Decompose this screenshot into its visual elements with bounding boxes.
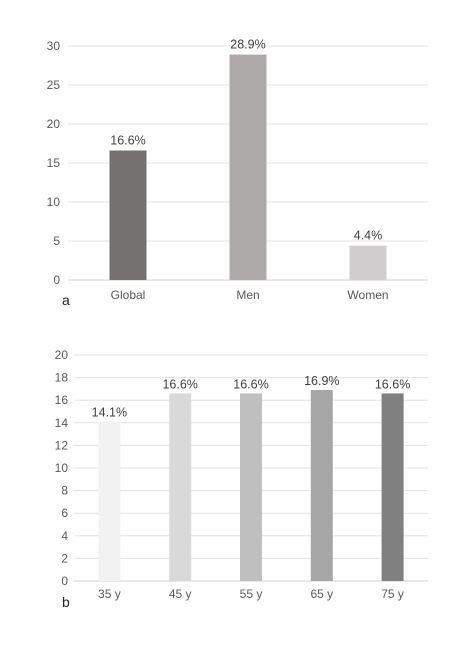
y-tick-label: 16 [55, 393, 69, 407]
bar [381, 393, 404, 581]
bar [109, 150, 147, 280]
x-tick-label: 45 y [169, 587, 192, 601]
y-tick-label: 25 [47, 78, 61, 92]
y-tick-label: 8 [61, 484, 68, 498]
y-tick-label: 4 [61, 529, 68, 543]
y-tick-label: 15 [47, 156, 61, 170]
y-tick-label: 12 [55, 438, 69, 452]
bar [98, 421, 121, 581]
panel-label: b [62, 594, 70, 610]
y-tick-label: 20 [47, 117, 61, 131]
y-tick-label: 20 [55, 348, 69, 362]
panel-label: a [62, 292, 70, 308]
bar [169, 393, 192, 581]
bar [240, 393, 262, 581]
y-tick-label: 5 [53, 234, 60, 248]
y-tick-label: 6 [61, 506, 68, 520]
y-tick-label: 14 [55, 416, 69, 430]
chart-panel-a: 0 5 10 15 20 25 30 16.6% Global 28.9% Men 4.4% Women… [47, 38, 428, 308]
x-tick-label: 65 y [310, 587, 333, 601]
y-tick-label: 30 [47, 39, 61, 53]
data-label: 28.9% [230, 38, 265, 52]
y-tick-label: 2 [61, 551, 68, 565]
bar [310, 390, 333, 581]
y-tick-label: 0 [53, 273, 60, 287]
y-tick-label: 10 [55, 461, 69, 475]
y-tick-label: 10 [47, 195, 61, 209]
x-tick-label: 75 y [381, 587, 404, 601]
data-label: 14.1% [92, 406, 127, 420]
data-label: 4.4% [354, 229, 383, 243]
x-tick-label: Men [236, 288, 259, 302]
x-tick-label: Women [347, 288, 388, 302]
x-tick-label: 35 y [98, 587, 121, 601]
y-tick-label: 0 [61, 574, 68, 588]
y-tick-label: 18 [55, 371, 69, 385]
x-tick-label: Global [111, 288, 146, 302]
data-label: 16.6% [233, 377, 268, 391]
data-label: 16.6% [162, 377, 197, 391]
data-label: 16.6% [110, 134, 145, 148]
bar [349, 245, 387, 280]
chart-panel-b: 0 2 4 6 8 10 12 14 16 18 20 14.1% 35 y 16.6% 45 y 16.6%… [55, 348, 428, 610]
data-label: 16.6% [375, 377, 410, 391]
bar [229, 54, 267, 280]
x-tick-label: 55 y [240, 587, 263, 601]
data-label: 16.9% [304, 374, 339, 388]
